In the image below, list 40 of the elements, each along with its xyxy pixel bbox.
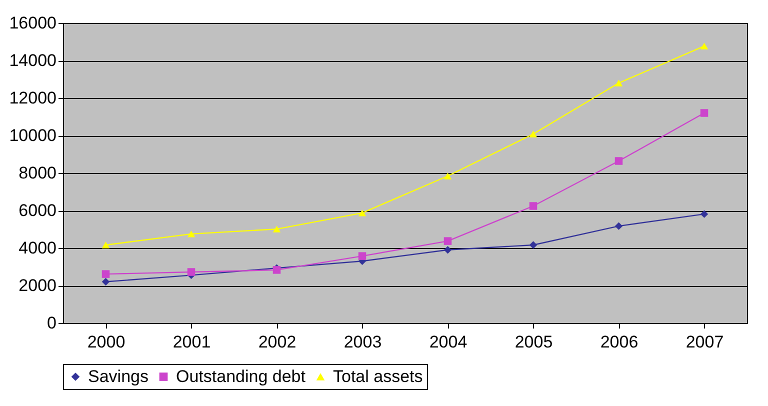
point (614, 222, 623, 230)
y-tick-label: 8000 (18, 164, 56, 182)
x-tick-label: 2002 (258, 332, 296, 352)
point (358, 210, 366, 216)
point (358, 252, 366, 260)
y-tick-label: 12000 (9, 88, 56, 108)
point (272, 226, 281, 232)
point (614, 80, 623, 86)
point (529, 130, 538, 138)
point (700, 210, 708, 218)
legend-label: Outstanding debt (176, 366, 306, 386)
x-tick-label: 2000 (87, 332, 126, 352)
x-tick-label: 2005 (514, 332, 553, 352)
point (700, 42, 708, 50)
y-tick-label: 4000 (18, 238, 56, 258)
legend-label: Savings (88, 366, 148, 386)
point (614, 157, 623, 165)
point (444, 246, 452, 254)
point (529, 202, 538, 210)
y-tick-label: 0 (47, 314, 56, 332)
point (102, 270, 110, 278)
y-tick-label: 16000 (9, 14, 56, 32)
point (529, 241, 538, 249)
y-tick-label: 2000 (18, 276, 56, 295)
point (444, 237, 452, 245)
y-tick-label: 6000 (18, 201, 56, 220)
point (102, 242, 110, 248)
y-tick-label: 14000 (9, 51, 56, 70)
point (187, 268, 196, 276)
y-tick-label: 10000 (9, 126, 56, 145)
x-tick-label: 2003 (344, 332, 382, 352)
x-tick-label: 2004 (429, 332, 468, 352)
x-tick-label: 2001 (172, 332, 211, 352)
point (444, 172, 452, 180)
x-tick-label: 2006 (600, 332, 638, 352)
legend-label: Total assets (333, 366, 423, 386)
point (187, 230, 196, 238)
x-tick-label: 2007 (686, 332, 724, 352)
point (700, 109, 708, 117)
point (102, 278, 110, 286)
